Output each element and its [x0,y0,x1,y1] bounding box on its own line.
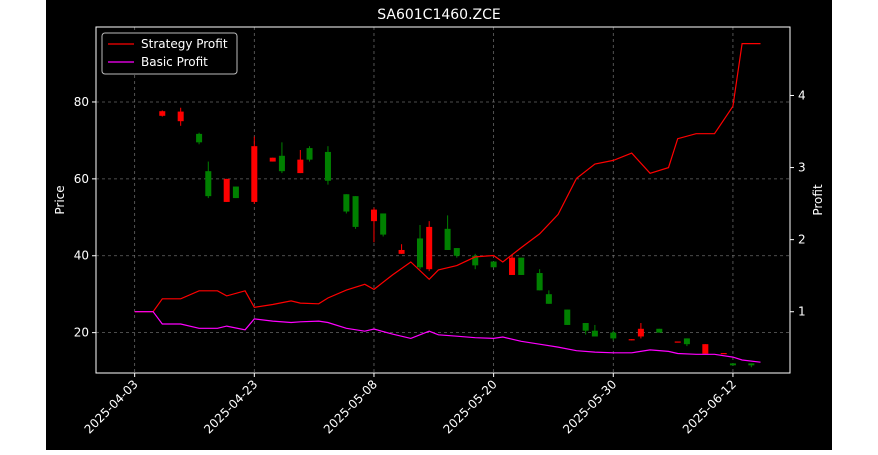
candle-body [628,339,635,341]
legend-label-strategy: Strategy Profit [141,37,228,51]
candle-body [564,309,571,325]
candle-body [518,257,525,275]
candle-body [232,186,239,199]
candle-body [380,213,387,235]
candle-body [582,323,589,331]
candle-body [490,261,497,268]
candle-body [306,148,313,160]
legend-box [101,32,238,75]
candle-body [324,151,331,181]
candle-body [352,196,359,227]
y-tick-label: 60 [74,172,89,186]
candle-body [729,363,736,366]
candle-body [536,273,543,291]
y-tick-label: 40 [74,249,89,263]
plot-frame [95,26,791,374]
basic-profit-line [134,311,761,363]
candle-body [720,353,727,355]
candle-body [674,341,681,343]
candle-body [398,249,405,254]
candle-body [416,238,423,268]
candle-body [269,157,276,162]
candle-body [748,363,755,366]
candle-body [610,332,617,339]
line-layer [134,42,761,363]
candle-body [683,338,690,345]
candle-body [453,248,460,256]
y2-tick-label: 3 [798,161,806,175]
candle-body [702,344,709,354]
y2-axis-label: Profit [811,184,825,216]
candle-body [426,226,433,270]
candle-body [177,111,184,122]
candle-body [297,159,304,174]
candle-body [370,209,377,222]
candle-body [343,194,350,212]
candle-body [637,328,644,337]
y-axis-label: Price [53,185,67,214]
legend-label-basic: Basic Profit [141,55,208,69]
candle-body [656,328,663,333]
y2-tick-label: 4 [798,88,806,102]
candle-body [251,146,258,202]
strategy-profit-line [134,42,761,313]
candle-body [196,133,203,143]
candle-layer [159,107,755,368]
candle-body [159,111,166,116]
candle-body [545,294,552,304]
candle-body [223,178,230,202]
figure-background [46,0,832,450]
y-tick-label: 20 [74,326,89,340]
candle-body [205,171,212,197]
candle-body [509,257,516,275]
candle-body [472,255,479,266]
y2-tick-label: 1 [798,305,806,319]
grid-layer [96,27,790,373]
y2-tick-label: 2 [798,233,806,247]
y-tick-label: 80 [74,95,89,109]
candle-body [444,228,451,250]
chart-title: SA601C1460.ZCE [377,7,501,23]
legend: Strategy Profit Basic Profit [101,32,238,75]
candle-body [591,330,598,337]
candle-body [278,155,285,172]
